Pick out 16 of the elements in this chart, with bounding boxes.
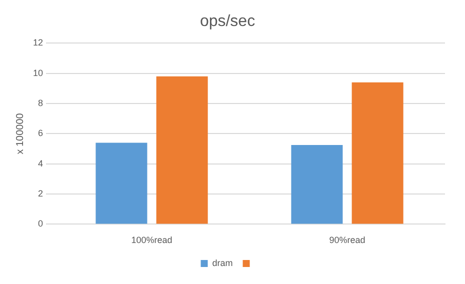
y-tick-label: 0	[38, 218, 44, 229]
bar	[156, 76, 208, 224]
bar	[291, 145, 343, 224]
x-tick-label: 100%read	[131, 235, 172, 246]
chart-title: ops/sec	[200, 13, 256, 30]
y-tick-label: 12	[32, 38, 44, 48]
x-tick-label: 90%read	[329, 235, 366, 246]
y-tick-label: 4	[38, 158, 44, 168]
y-tick-label: 8	[38, 98, 44, 108]
y-axis-title: x 100000	[14, 112, 26, 154]
bar	[96, 142, 148, 224]
bar	[352, 82, 404, 224]
legend-label: dram	[212, 258, 233, 268]
y-tick-label: 2	[38, 188, 44, 199]
y-tick-label: 6	[38, 128, 44, 138]
y-tick-label: 10	[32, 68, 44, 78]
